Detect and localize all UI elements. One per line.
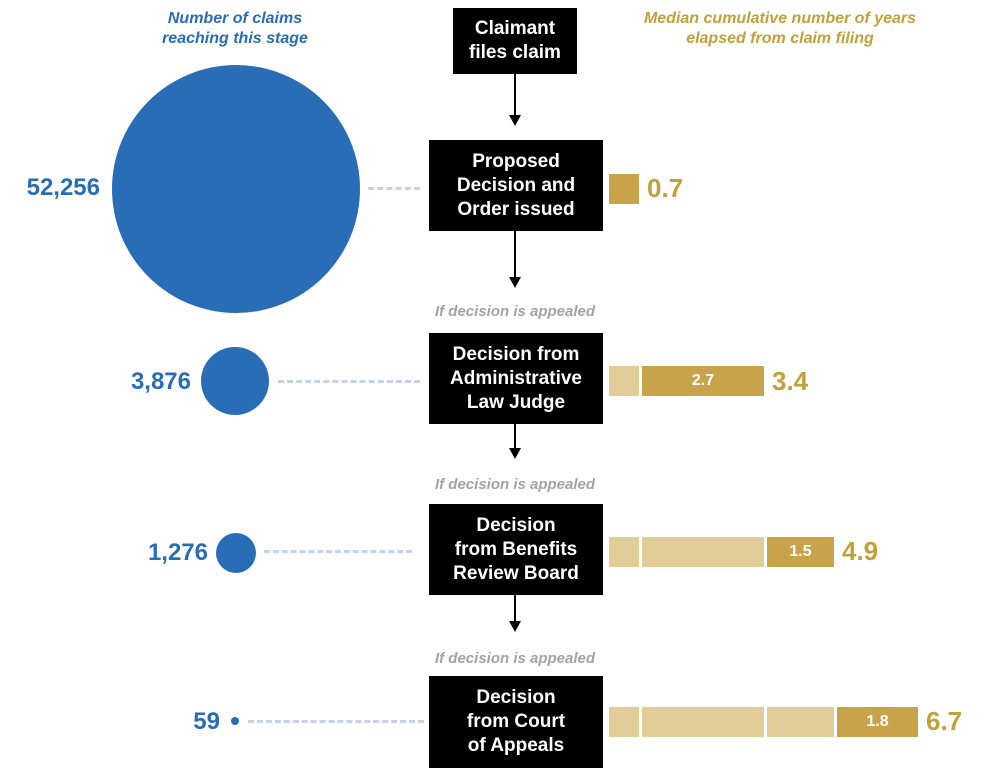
years-bar-previous: [642, 537, 764, 567]
claims-count: 1,276: [147, 539, 208, 566]
claims-circle: [112, 65, 360, 313]
connector-dash: [368, 187, 420, 190]
years-bar-previous: [767, 707, 834, 737]
claims-circle: [216, 533, 256, 573]
stage-box-claimant-files-claim: Claimant files claim: [453, 8, 577, 74]
total-years: 0.7: [647, 173, 684, 203]
claims-count: 59: [193, 708, 220, 735]
flow-arrow: [509, 231, 521, 288]
appeal-note: If decision is appealed: [434, 303, 596, 320]
flow-arrow: [509, 424, 521, 459]
appeal-note: If decision is appealed: [434, 476, 596, 493]
stage-box-proposed-decision: Proposed Decision and Order issued: [429, 140, 603, 231]
years-bar-current: 2.7: [642, 366, 764, 396]
stage-label: Decision from Court of Appeals: [466, 687, 566, 756]
segment-years-label: 1.5: [789, 543, 812, 560]
connector-dash: [248, 720, 424, 723]
connector-dash: [278, 380, 420, 383]
stage-label: Claimant files claim: [469, 18, 561, 63]
years-bar-previous: [609, 707, 639, 737]
appeal-note: If decision is appealed: [434, 650, 596, 667]
claims-circle: [201, 347, 269, 415]
segment-years-label: 1.8: [866, 713, 889, 730]
years-column-header: Median cumulative number of years elapse…: [643, 10, 917, 47]
flow-arrow: [509, 595, 521, 632]
claims-count: 3,876: [130, 368, 191, 395]
segment-years-label: 2.7: [691, 372, 715, 389]
flow-arrow: [509, 74, 521, 126]
stage-box-benefits-review-board: Decision from Benefits Review Board: [429, 504, 603, 595]
claims-count: 52,256: [26, 174, 100, 201]
years-bar-current: [609, 174, 639, 204]
connector-dash: [264, 550, 412, 553]
years-bar-previous: [609, 537, 639, 567]
stage-label: Decision from Administrative Law Judge: [450, 343, 582, 413]
years-bar-current: 1.8: [837, 707, 918, 737]
stage-box-court-of-appeals: Decision from Court of Appeals: [429, 676, 603, 768]
years-bar-previous: [642, 707, 764, 737]
total-years: 3.4: [772, 366, 809, 396]
stage-box-administrative-law-judge: Decision from Administrative Law Judge: [429, 333, 603, 424]
claims-column-header: Number of claims reaching this stage: [162, 10, 308, 47]
claims-circle: [231, 717, 239, 725]
stage-label: Proposed Decision and Order issued: [456, 150, 576, 220]
years-bar-current: 1.5: [767, 537, 834, 567]
total-years: 6.7: [926, 706, 963, 736]
years-bar-previous: [609, 366, 639, 396]
stage-label: Decision from Benefits Review Board: [453, 514, 579, 584]
total-years: 4.9: [842, 536, 879, 566]
